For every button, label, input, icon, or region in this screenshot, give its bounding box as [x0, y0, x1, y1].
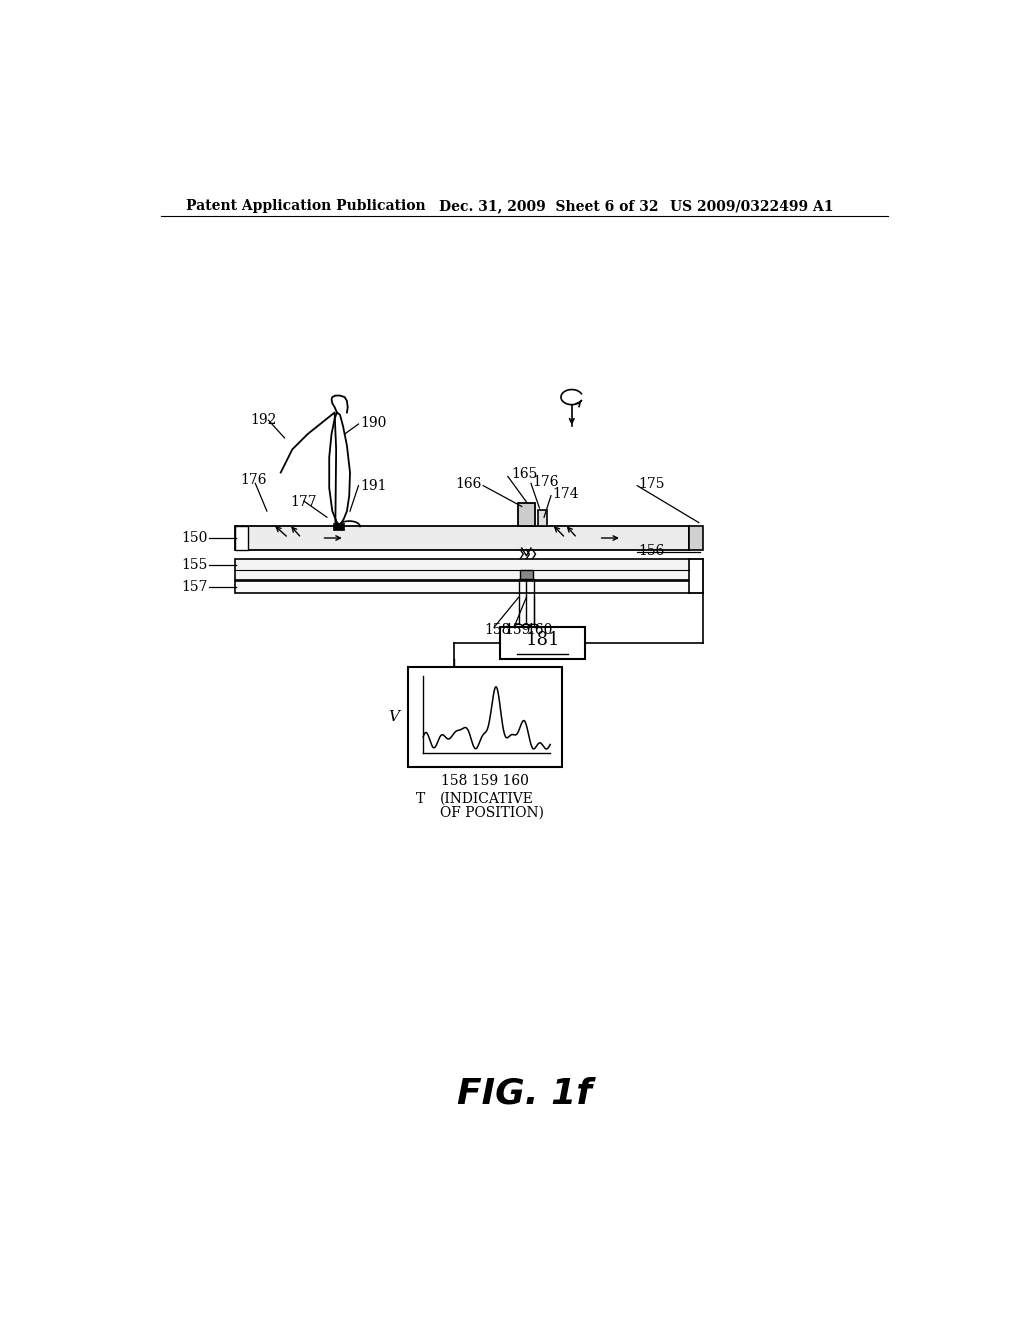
- Text: 181: 181: [525, 631, 560, 649]
- Bar: [518, 503, 535, 527]
- Text: 158 159 160: 158 159 160: [440, 774, 528, 788]
- Text: Patent Application Publication: Patent Application Publication: [186, 199, 426, 213]
- Text: 190: 190: [360, 416, 386, 429]
- Text: (INDICATIVE: (INDICATIVE: [440, 792, 534, 807]
- Text: 175: 175: [639, 477, 666, 491]
- Bar: [500, 627, 585, 659]
- Bar: [689, 527, 702, 549]
- Text: US 2009/0322499 A1: US 2009/0322499 A1: [670, 199, 834, 213]
- Text: 150: 150: [181, 531, 208, 545]
- Text: FIG. 1f: FIG. 1f: [458, 1077, 592, 1111]
- Text: 158: 158: [484, 623, 511, 638]
- Bar: [520, 570, 532, 579]
- Text: 192: 192: [250, 413, 276, 428]
- Text: 177: 177: [290, 495, 316, 508]
- Bar: [538, 510, 547, 527]
- Bar: [234, 558, 689, 581]
- Text: 176: 176: [240, 474, 266, 487]
- Text: 176: 176: [532, 475, 559, 488]
- Text: 160: 160: [526, 623, 553, 638]
- Text: T: T: [416, 792, 425, 807]
- Bar: [234, 527, 689, 549]
- Text: V: V: [388, 710, 399, 723]
- Text: 191: 191: [360, 479, 386, 494]
- Text: 165: 165: [511, 467, 538, 480]
- Text: 159: 159: [505, 623, 531, 638]
- Text: 157: 157: [181, 581, 208, 594]
- Bar: [408, 667, 562, 767]
- Text: OF POSITION): OF POSITION): [440, 807, 544, 820]
- Bar: [234, 527, 249, 549]
- Text: 155: 155: [181, 558, 208, 573]
- Bar: [333, 523, 344, 531]
- Text: 156: 156: [639, 544, 666, 558]
- Bar: [234, 581, 689, 594]
- Text: 166: 166: [456, 477, 481, 491]
- Text: 174: 174: [553, 487, 580, 502]
- Text: Dec. 31, 2009  Sheet 6 of 32: Dec. 31, 2009 Sheet 6 of 32: [438, 199, 658, 213]
